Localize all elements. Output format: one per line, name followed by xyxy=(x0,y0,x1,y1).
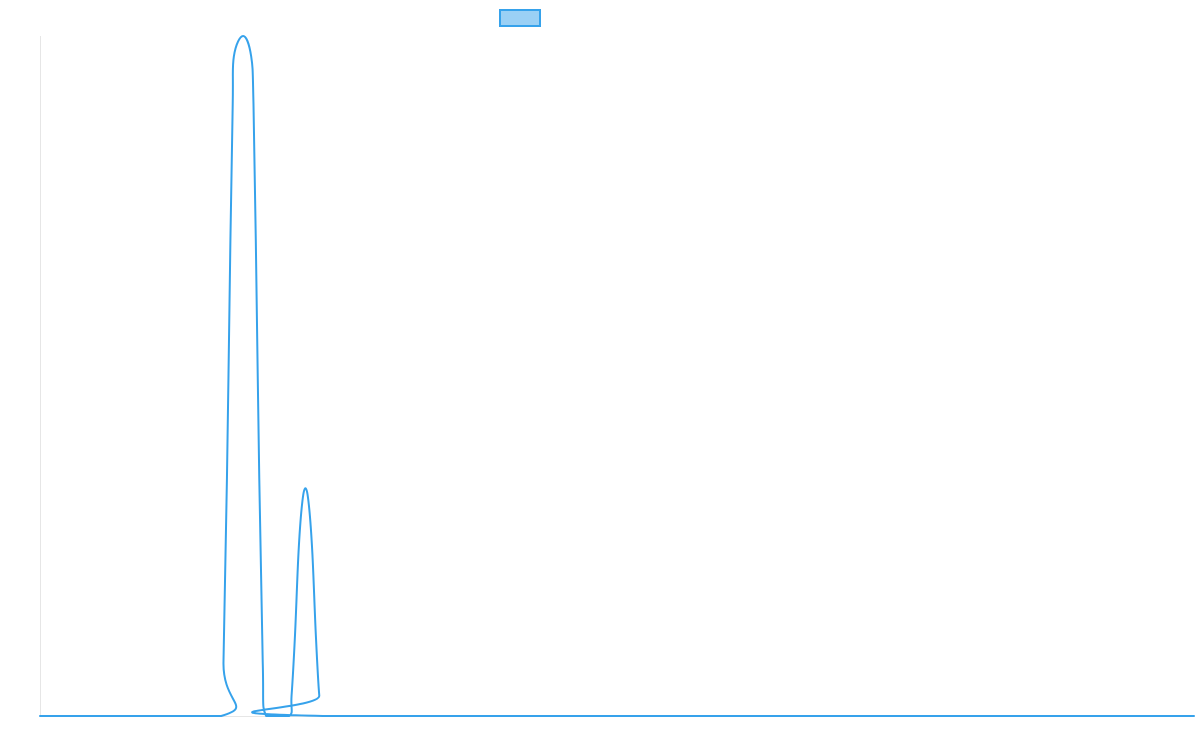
axes xyxy=(40,36,1194,717)
legend-swatch[interactable] xyxy=(499,9,541,27)
series-layer xyxy=(39,35,1195,718)
series-line-0[interactable] xyxy=(39,35,1195,718)
legend xyxy=(499,9,541,27)
